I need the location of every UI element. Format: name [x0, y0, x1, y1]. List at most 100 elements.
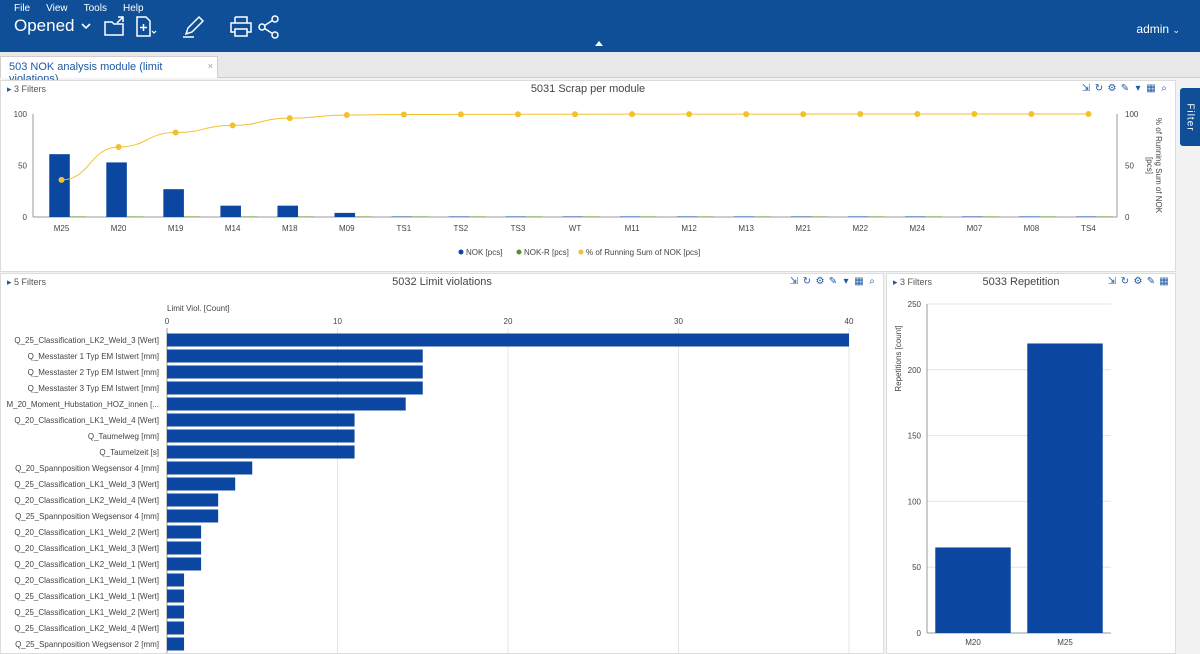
limit-bar — [167, 413, 355, 427]
category-label: Q_25_Classification_LK1_Weld_3 [Wert] — [14, 480, 159, 489]
category-label: Q_25_Classification_LK2_Weld_4 [Wert] — [14, 624, 159, 633]
close-tab-icon[interactable]: × — [207, 61, 213, 71]
refresh-icon[interactable]: ↻ — [802, 276, 812, 287]
running-sum-point — [686, 111, 693, 118]
panel-header: 5 Filters 5032 Limit violations ⇲ ↻ ⚙ ✎ … — [1, 274, 883, 292]
tab-nok-analysis[interactable]: 503 NOK analysis module (limit violation… — [0, 56, 218, 85]
print-icon[interactable] — [228, 14, 254, 40]
user-name: admin — [1136, 22, 1170, 36]
running-sum-line — [61, 113, 1089, 181]
table-icon[interactable]: ▦ — [854, 276, 864, 287]
nok-r-bar — [240, 216, 258, 217]
export-icon[interactable]: ⇲ — [1081, 83, 1091, 94]
x-tick-label: M09 — [339, 224, 355, 233]
edit-icon[interactable]: ✎ — [828, 276, 838, 287]
legend-label: % of Running Sum of NOK [pcs] — [586, 248, 700, 257]
share-icon[interactable] — [256, 14, 282, 40]
opened-dropdown[interactable]: Opened — [14, 16, 91, 36]
running-sum-point — [229, 122, 236, 129]
x-tick-label: M20 — [965, 638, 981, 647]
user-menu[interactable]: admin ⌄ — [1136, 22, 1180, 36]
settings-icon[interactable]: ⚙ — [1133, 276, 1143, 287]
y2-axis-title: % of Running Sum of NOK — [1154, 118, 1163, 214]
zoom-icon[interactable]: ⌕ — [1161, 83, 1167, 94]
nok-r-bar — [183, 216, 201, 217]
settings-icon[interactable]: ⚙ — [1107, 83, 1117, 94]
legend-label: NOK-R [pcs] — [524, 248, 569, 257]
refresh-icon[interactable]: ↻ — [1120, 276, 1130, 287]
menu-view[interactable]: View — [46, 3, 68, 14]
category-label: Q_25_Spannposition Wegsensor 2 [mm] — [15, 640, 159, 649]
running-sum-point — [629, 111, 636, 118]
running-sum-point — [343, 112, 350, 119]
app-header: File View Tools Help Opened admin ⌄ — [0, 0, 1200, 52]
panel-header: 3 Filters 5033 Repetition ⇲ ↻ ⚙ ✎ ▦ — [887, 274, 1175, 292]
nok-bar — [277, 205, 299, 217]
export-icon[interactable]: ⇲ — [1107, 276, 1117, 287]
y-tick-label: 50 — [18, 162, 27, 171]
category-label: Q_20_Classification_LK1_Weld_2 [Wert] — [14, 528, 159, 537]
nok-bar — [1019, 216, 1040, 217]
category-label: Q_20_Classification_LK2_Weld_1 [Wert] — [14, 560, 159, 569]
x-tick-label: TS3 — [511, 224, 526, 233]
nok-bar — [847, 216, 869, 217]
export-icon[interactable]: ⇲ — [789, 276, 799, 287]
nok-r-bar — [412, 216, 429, 217]
limit-bar — [167, 573, 185, 587]
edit-pencil-icon[interactable] — [180, 14, 206, 40]
collapse-header-icon[interactable] — [595, 41, 603, 46]
running-sum-point — [572, 111, 578, 118]
edit-icon[interactable]: ✎ — [1120, 83, 1130, 94]
open-folder-icon[interactable] — [102, 14, 128, 40]
category-label: Q_Messtaster 1 Typ EM Istwert [mm] — [28, 352, 159, 361]
x-tick-label: M07 — [967, 224, 983, 233]
nok-r-bar — [811, 216, 828, 217]
panel-title: 5032 Limit violations — [392, 276, 492, 288]
menu-bar: File View Tools Help — [14, 3, 144, 14]
edit-icon[interactable]: ✎ — [1146, 276, 1156, 287]
x-tick-label: M08 — [1024, 224, 1040, 233]
y-tick-label: 0 — [23, 213, 28, 222]
panel-repetition: 3 Filters 5033 Repetition ⇲ ↻ ⚙ ✎ ▦ Repe… — [886, 273, 1176, 654]
x-tick-label: TS2 — [454, 224, 469, 233]
table-icon[interactable]: ▦ — [1159, 276, 1169, 287]
panel-toolbar: ⇲ ↻ ⚙ ✎ ▾ ▦ ⌕ — [1081, 84, 1169, 94]
limit-bar — [167, 557, 202, 571]
x-tick-label: M18 — [282, 224, 298, 233]
nok-r-bar — [697, 216, 714, 217]
filters-toggle[interactable]: 5 Filters — [7, 277, 46, 288]
limit-bar — [167, 477, 236, 491]
nok-r-bar — [298, 216, 315, 217]
menu-help[interactable]: Help — [122, 3, 144, 14]
nok-r-bar — [1096, 216, 1114, 217]
nok-bar — [905, 216, 926, 217]
running-sum-point — [1085, 111, 1092, 117]
category-label: Q_20_Classification_LK1_Weld_4 [Wert] — [14, 416, 159, 425]
nok-bar — [676, 216, 698, 217]
running-sum-point — [457, 111, 464, 118]
y-tick-label: 100 — [14, 110, 28, 119]
menu-file[interactable]: File — [14, 3, 31, 14]
nok-r-bar — [526, 216, 543, 217]
filter-side-tab[interactable]: Filter — [1180, 88, 1200, 146]
y-tick-label: 0 — [917, 629, 922, 638]
bookmark-icon[interactable]: ▾ — [1135, 83, 1141, 94]
refresh-icon[interactable]: ↻ — [1094, 83, 1104, 94]
zoom-icon[interactable]: ⌕ — [869, 276, 875, 287]
filters-toggle[interactable]: 3 Filters — [7, 84, 46, 95]
category-label: M_20_Moment_Hubstation_HOZ_innen [... — [6, 400, 159, 409]
limit-bar — [167, 333, 849, 347]
chevron-down-icon — [80, 23, 91, 30]
table-icon[interactable]: ▦ — [1146, 83, 1156, 94]
bookmark-icon[interactable]: ▾ — [843, 276, 849, 287]
x-tick-label: 20 — [504, 317, 513, 326]
running-sum-point — [914, 111, 921, 117]
category-label: Q_Messtaster 2 Typ EM Istwert [mm] — [28, 368, 159, 377]
filters-toggle[interactable]: 3 Filters — [893, 277, 932, 288]
nok-r-bar — [868, 216, 885, 217]
limit-bar — [167, 541, 202, 555]
menu-tools[interactable]: Tools — [83, 3, 107, 14]
new-document-icon[interactable] — [132, 14, 158, 40]
limit-bar — [167, 461, 253, 475]
settings-icon[interactable]: ⚙ — [815, 276, 825, 287]
